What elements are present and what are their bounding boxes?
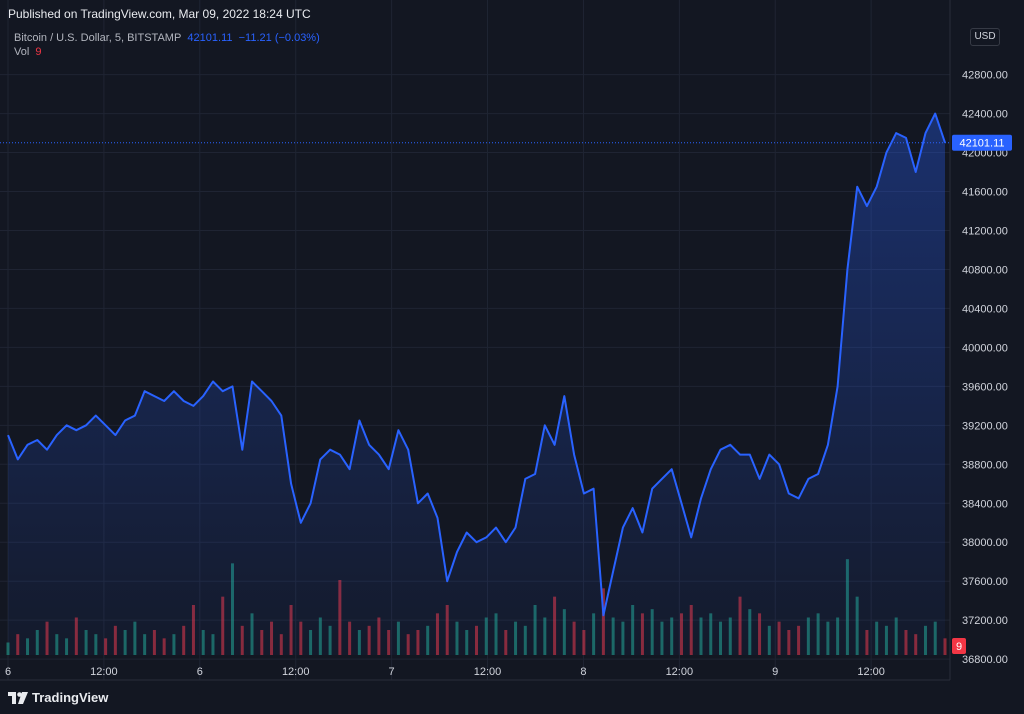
y-tick-label: 40000.00: [962, 342, 1008, 354]
price-series-line: [7, 112, 946, 617]
currency-button[interactable]: USD: [970, 28, 1000, 46]
y-tick-label: 41600.00: [962, 187, 1008, 199]
x-tick-label: 12:00: [666, 666, 694, 678]
last-price-label: 42101.11: [959, 138, 1004, 150]
y-tick-label: 42800.00: [962, 70, 1008, 82]
y-tick-label: 39200.00: [962, 420, 1008, 432]
x-tick-label: 12:00: [282, 666, 310, 678]
tradingview-logo[interactable]: TradingView: [8, 690, 108, 705]
y-tick-label: 39600.00: [962, 381, 1008, 393]
volume-last-badge: [952, 638, 966, 654]
volume-legend: Vol 9: [14, 46, 42, 58]
y-tick-label: 42400.00: [962, 109, 1008, 121]
last-price-value: 42101.11: [187, 32, 233, 44]
y-tick-label: 38800.00: [962, 459, 1008, 471]
price-line: [7, 112, 946, 617]
y-tick-label: 41200.00: [962, 225, 1008, 237]
price-scale[interactable]: 36800.00 37200.00 37600.00 38000.00 38400.00…: [962, 70, 1008, 667]
volume-last-label: 9: [956, 641, 962, 653]
volume-value: 9: [35, 46, 42, 58]
volume-label[interactable]: Vol: [14, 46, 30, 58]
tradingview-logo-icon: [8, 691, 28, 704]
last-price-badge: [952, 134, 1012, 151]
tradingview-brand: TradingView: [32, 690, 109, 705]
chart-legend: Bitcoin / U.S. Dollar, 5, BITSTAMP 42101…: [14, 32, 320, 44]
price-area-fill: [8, 113, 945, 656]
price-change-value: −11.21 (−0.03%): [238, 32, 320, 44]
y-tick-label: 38400.00: [962, 498, 1008, 510]
price-markers: 42101.11 9: [0, 134, 1012, 654]
price-area: [8, 113, 945, 656]
x-tick-label: 12:00: [90, 666, 118, 678]
x-tick-label: 12:00: [474, 666, 502, 678]
y-tick-label: 37200.00: [962, 615, 1008, 627]
x-tick-label: 9: [772, 666, 778, 678]
x-tick-label: 8: [580, 666, 586, 678]
y-tick-label: 37600.00: [962, 576, 1008, 588]
symbol-label[interactable]: Bitcoin / U.S. Dollar, 5, BITSTAMP: [14, 32, 182, 44]
y-tick-label: 36800.00: [962, 654, 1008, 666]
y-tick-label: 40400.00: [962, 303, 1008, 315]
time-scale[interactable]: 6 12:00 6 12:00 7 12:00 8 12:00 9 12:00: [5, 666, 885, 678]
published-note: Published on TradingView.com, Mar 09, 20…: [8, 7, 311, 21]
x-tick-label: 6: [5, 666, 11, 678]
y-tick-label: 38000.00: [962, 537, 1008, 549]
x-tick-label: 12:00: [857, 666, 885, 678]
x-tick-label: 6: [197, 666, 203, 678]
y-tick-label: 40800.00: [962, 264, 1008, 276]
x-tick-label: 7: [389, 666, 395, 678]
